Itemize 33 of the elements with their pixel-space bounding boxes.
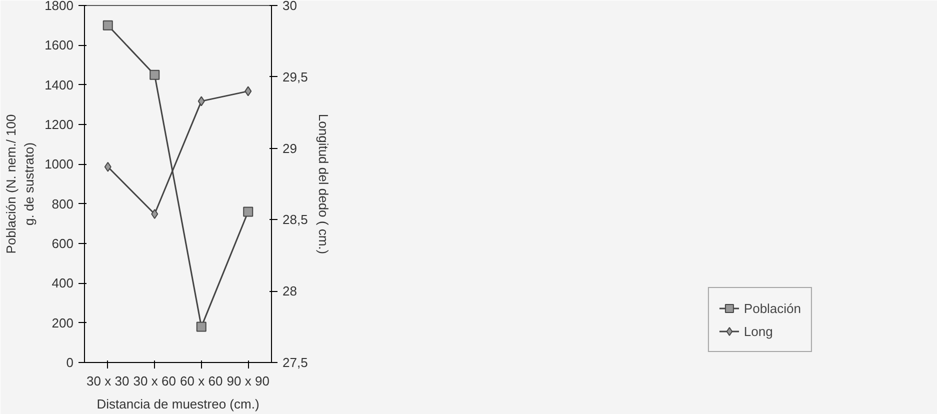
y-tick-label: 0	[66, 355, 74, 370]
y2-tick-label: 29,5	[282, 69, 308, 84]
point	[244, 86, 252, 96]
y-axis-title: Población (N. nem./ 100 g. de sustrato)	[4, 114, 37, 254]
point	[102, 20, 113, 30]
y2-tick-label: 28	[282, 284, 297, 299]
y2-axis-title: Longitud del dedo ( cm.)	[316, 114, 331, 254]
x-tick-label: 60 x 60	[180, 374, 223, 388]
y-tick-label: 1000	[44, 156, 74, 172]
y-tick-label: 1400	[44, 77, 74, 92]
y-tick-label: 1800	[44, 0, 74, 13]
y-tick-label: 200	[52, 315, 74, 330]
point	[104, 162, 112, 172]
legend-label: Long	[744, 324, 773, 338]
x-axis-title: Distancia de muestreo (cm.)	[96, 396, 260, 412]
y2-tick-label: 29	[282, 140, 297, 156]
x-tick-label: 90 x 90	[226, 374, 270, 388]
point	[150, 70, 160, 80]
y2-tick-label: 27,5	[282, 355, 308, 370]
point	[151, 208, 158, 219]
legend-label: Población	[744, 300, 802, 316]
y2-tick-label: 28,5	[282, 212, 308, 228]
point	[196, 322, 206, 332]
y-tick-label: 1200	[44, 117, 74, 132]
y-tick-label: 1600	[44, 38, 74, 53]
x-tick-label: 30 x 60	[133, 374, 176, 388]
y2-tick-label: 30	[282, 0, 297, 13]
point	[198, 96, 205, 106]
y-tick-label: 800	[52, 196, 74, 212]
x-tick-label: 30 x 30	[86, 374, 130, 388]
y-tick-label: 400	[52, 276, 74, 291]
point	[243, 206, 254, 217]
y-tick-label: 600	[52, 236, 74, 251]
